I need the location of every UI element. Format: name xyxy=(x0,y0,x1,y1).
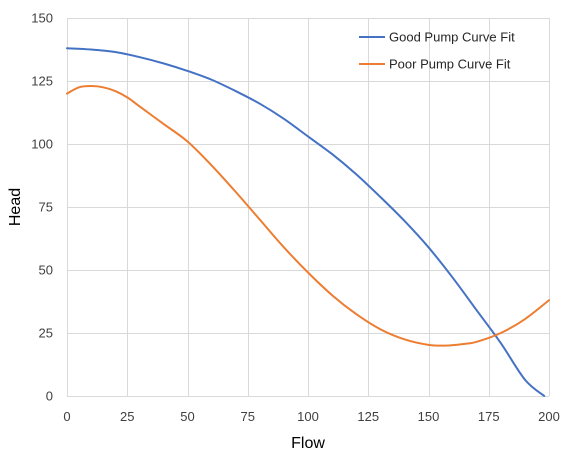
good-pump-curve-line xyxy=(66,47,546,397)
y-tick-label: 100 xyxy=(31,137,53,152)
legend-label: Good Pump Curve Fit xyxy=(389,30,515,45)
x-axis-title: Flow xyxy=(291,435,325,452)
x-tick-label: 200 xyxy=(538,409,560,424)
x-tick-label: 150 xyxy=(418,409,440,424)
legend: Good Pump Curve Fit Poor Pump Curve Fit xyxy=(359,30,515,72)
y-axis-ticks: 0 25 50 75 100 125 150 xyxy=(31,11,53,404)
poor-pump-curve-line xyxy=(66,85,550,347)
x-tick-label: 75 xyxy=(241,409,255,424)
x-tick-label: 25 xyxy=(120,409,134,424)
y-tick-label: 25 xyxy=(39,326,53,341)
y-axis-title: Head xyxy=(7,188,24,226)
x-tick-label: 50 xyxy=(180,409,194,424)
x-axis-ticks: 0 25 50 75 100 125 150 175 200 xyxy=(63,409,559,424)
y-tick-label: 150 xyxy=(31,11,53,26)
y-tick-label: 50 xyxy=(39,263,53,278)
y-tick-label: 125 xyxy=(31,74,53,89)
x-tick-label: 175 xyxy=(478,409,500,424)
y-tick-label: 75 xyxy=(39,200,53,215)
x-tick-label: 100 xyxy=(297,409,319,424)
x-tick-label: 125 xyxy=(357,409,379,424)
y-tick-label: 0 xyxy=(46,389,53,404)
grid-lines xyxy=(67,18,550,397)
legend-label: Poor Pump Curve Fit xyxy=(389,57,511,72)
x-tick-label: 0 xyxy=(63,409,70,424)
series-lines xyxy=(66,47,550,397)
